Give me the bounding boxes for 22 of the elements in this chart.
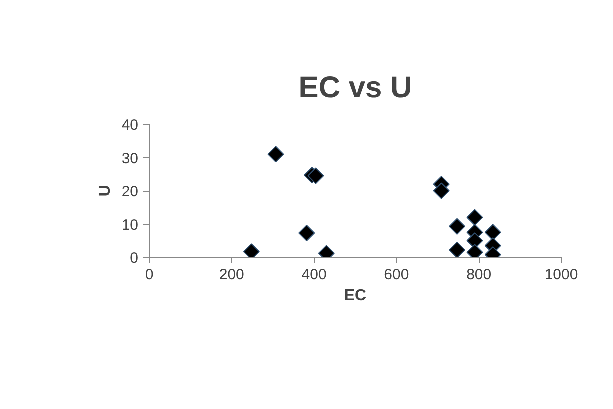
point — [268, 146, 284, 163]
point — [298, 224, 316, 242]
y-tick-label: 20 — [122, 184, 139, 200]
x-tick-label: 1000 — [544, 266, 578, 284]
point — [484, 224, 502, 241]
y-tick-label: 0 — [130, 250, 138, 267]
x-tick-label: 200 — [219, 266, 244, 284]
chart-title: EC vs U — [298, 72, 412, 104]
y-tick-label: 10 — [122, 216, 139, 234]
point — [448, 242, 466, 258]
x-tick-label: 600 — [384, 266, 410, 284]
x-axis-title: EC — [344, 288, 368, 304]
x-tick-label: 400 — [302, 266, 327, 284]
point — [448, 218, 466, 235]
y-tick-label: 40 — [122, 117, 139, 134]
y-axis-title: U — [96, 185, 114, 197]
point — [308, 168, 324, 184]
point — [433, 182, 450, 200]
x-tick-label: 800 — [466, 266, 492, 284]
point — [466, 209, 484, 226]
y-tick-label: 30 — [122, 150, 139, 168]
x-tick-label: 0 — [145, 266, 154, 284]
